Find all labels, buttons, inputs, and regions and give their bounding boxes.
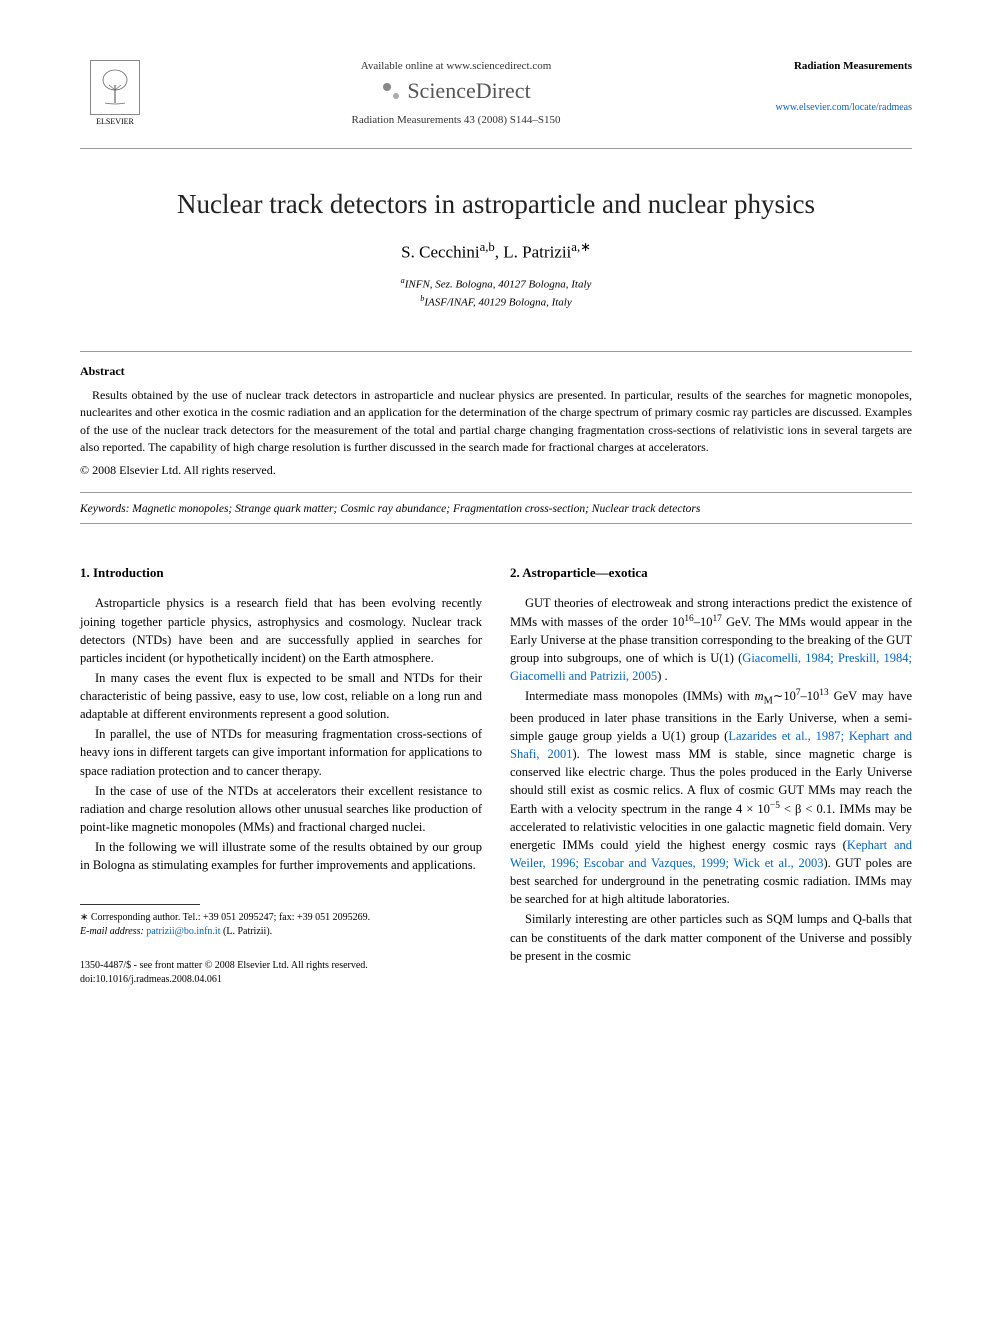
sciencedirect-logo: ScienceDirect [381,78,530,104]
intro-p4: In the case of use of the NTDs at accele… [80,782,482,836]
article-title: Nuclear track detectors in astroparticle… [80,189,912,220]
keywords-bottom-divider [80,523,912,524]
affiliation-b: IASF/INAF, 40129 Bologna, Italy [424,296,571,308]
author-sep: , L. Patrizii [495,243,571,262]
journal-box: Radiation Measurements www.elsevier.com/… [762,60,912,113]
footnote-divider [80,904,200,905]
journal-url-link[interactable]: www.elsevier.com/locate/radmeas [762,102,912,113]
right-column: 2. Astroparticle—exotica GUT theories of… [510,564,912,988]
keywords-top-divider [80,492,912,493]
astro-p2: Intermediate mass monopoles (IMMs) with … [510,687,912,908]
astro-p1-exp1: 16 [684,614,693,624]
elsevier-logo: ELSEVIER [80,60,150,140]
astro-p1: GUT theories of electroweak and strong i… [510,594,912,685]
astro-p2-exp2: 13 [819,688,828,698]
journal-name: Radiation Measurements [762,60,912,72]
intro-p2: In many cases the event flux is expected… [80,669,482,723]
keywords-line: Keywords: Magnetic monopoles; Strange qu… [80,503,912,515]
astro-p2-exp3: −5 [770,801,780,811]
abstract-heading: Abstract [80,364,912,379]
author-1-aff: a,b [480,240,495,254]
authors-line: S. Cecchinia,b, L. Patriziia,∗ [80,240,912,263]
abstract-top-divider [80,351,912,352]
author-1: S. Cecchini [401,243,479,262]
astro-p1c: ) . [657,669,667,683]
footnote-email-name: (L. Patrizii). [221,926,273,937]
abstract-text: Results obtained by the use of nuclear t… [80,387,912,457]
footer-info: 1350-4487/$ - see front matter © 2008 El… [80,959,482,987]
affiliation-a: INFN, Sez. Bologna, 40127 Bologna, Italy [405,278,592,290]
astro-p3: Similarly interesting are other particle… [510,910,912,964]
intro-p3: In parallel, the use of NTDs for measuri… [80,725,482,779]
affiliations: aINFN, Sez. Bologna, 40127 Bologna, Ital… [80,275,912,311]
footnote-corr: ∗ Corresponding author. Tel.: +39 051 20… [80,912,370,923]
left-column: 1. Introduction Astroparticle physics is… [80,564,482,988]
keywords-text: Magnetic monopoles; Strange quark matter… [129,503,700,515]
corresponding-mark: ∗ [580,240,591,254]
elsevier-label: ELSEVIER [96,117,134,126]
sciencedirect-text: ScienceDirect [407,78,530,104]
section-1-heading: 1. Introduction [80,564,482,583]
author-2-aff: a, [571,240,580,254]
abstract-copyright: © 2008 Elsevier Ltd. All rights reserved… [80,463,912,478]
page-header: ELSEVIER Available online at www.science… [80,60,912,140]
astro-p2-var: m [755,689,764,703]
available-online-text: Available online at www.sciencedirect.co… [170,60,742,72]
citation-line: Radiation Measurements 43 (2008) S144–S1… [170,114,742,126]
astro-p1-dash: –10 [694,615,713,629]
intro-p1: Astroparticle physics is a research fiel… [80,594,482,667]
astro-p2a: Intermediate mass monopoles (IMMs) with [525,689,755,703]
astro-p1-exp2: 17 [712,614,721,624]
elsevier-tree-icon [90,60,140,115]
astro-p2-dash: –10 [801,689,820,703]
footnote-email-link[interactable]: patrizii@bo.infn.it [144,926,221,937]
footer-line1: 1350-4487/$ - see front matter © 2008 El… [80,960,368,971]
intro-p5: In the following we will illustrate some… [80,838,482,874]
corresponding-footnote: ∗ Corresponding author. Tel.: +39 051 20… [80,911,482,939]
section-2-heading: 2. Astroparticle—exotica [510,564,912,583]
astro-p2-sim: ∼10 [773,689,796,703]
sciencedirect-icon [381,81,401,101]
footer-doi: doi:10.1016/j.radmeas.2008.04.061 [80,974,222,985]
astro-p2-sub: M [764,696,773,707]
center-header: Available online at www.sciencedirect.co… [150,60,762,126]
header-divider [80,148,912,149]
body-columns: 1. Introduction Astroparticle physics is… [80,564,912,988]
keywords-label: Keywords: [80,503,129,515]
footnote-email-label: E-mail address: [80,926,144,937]
